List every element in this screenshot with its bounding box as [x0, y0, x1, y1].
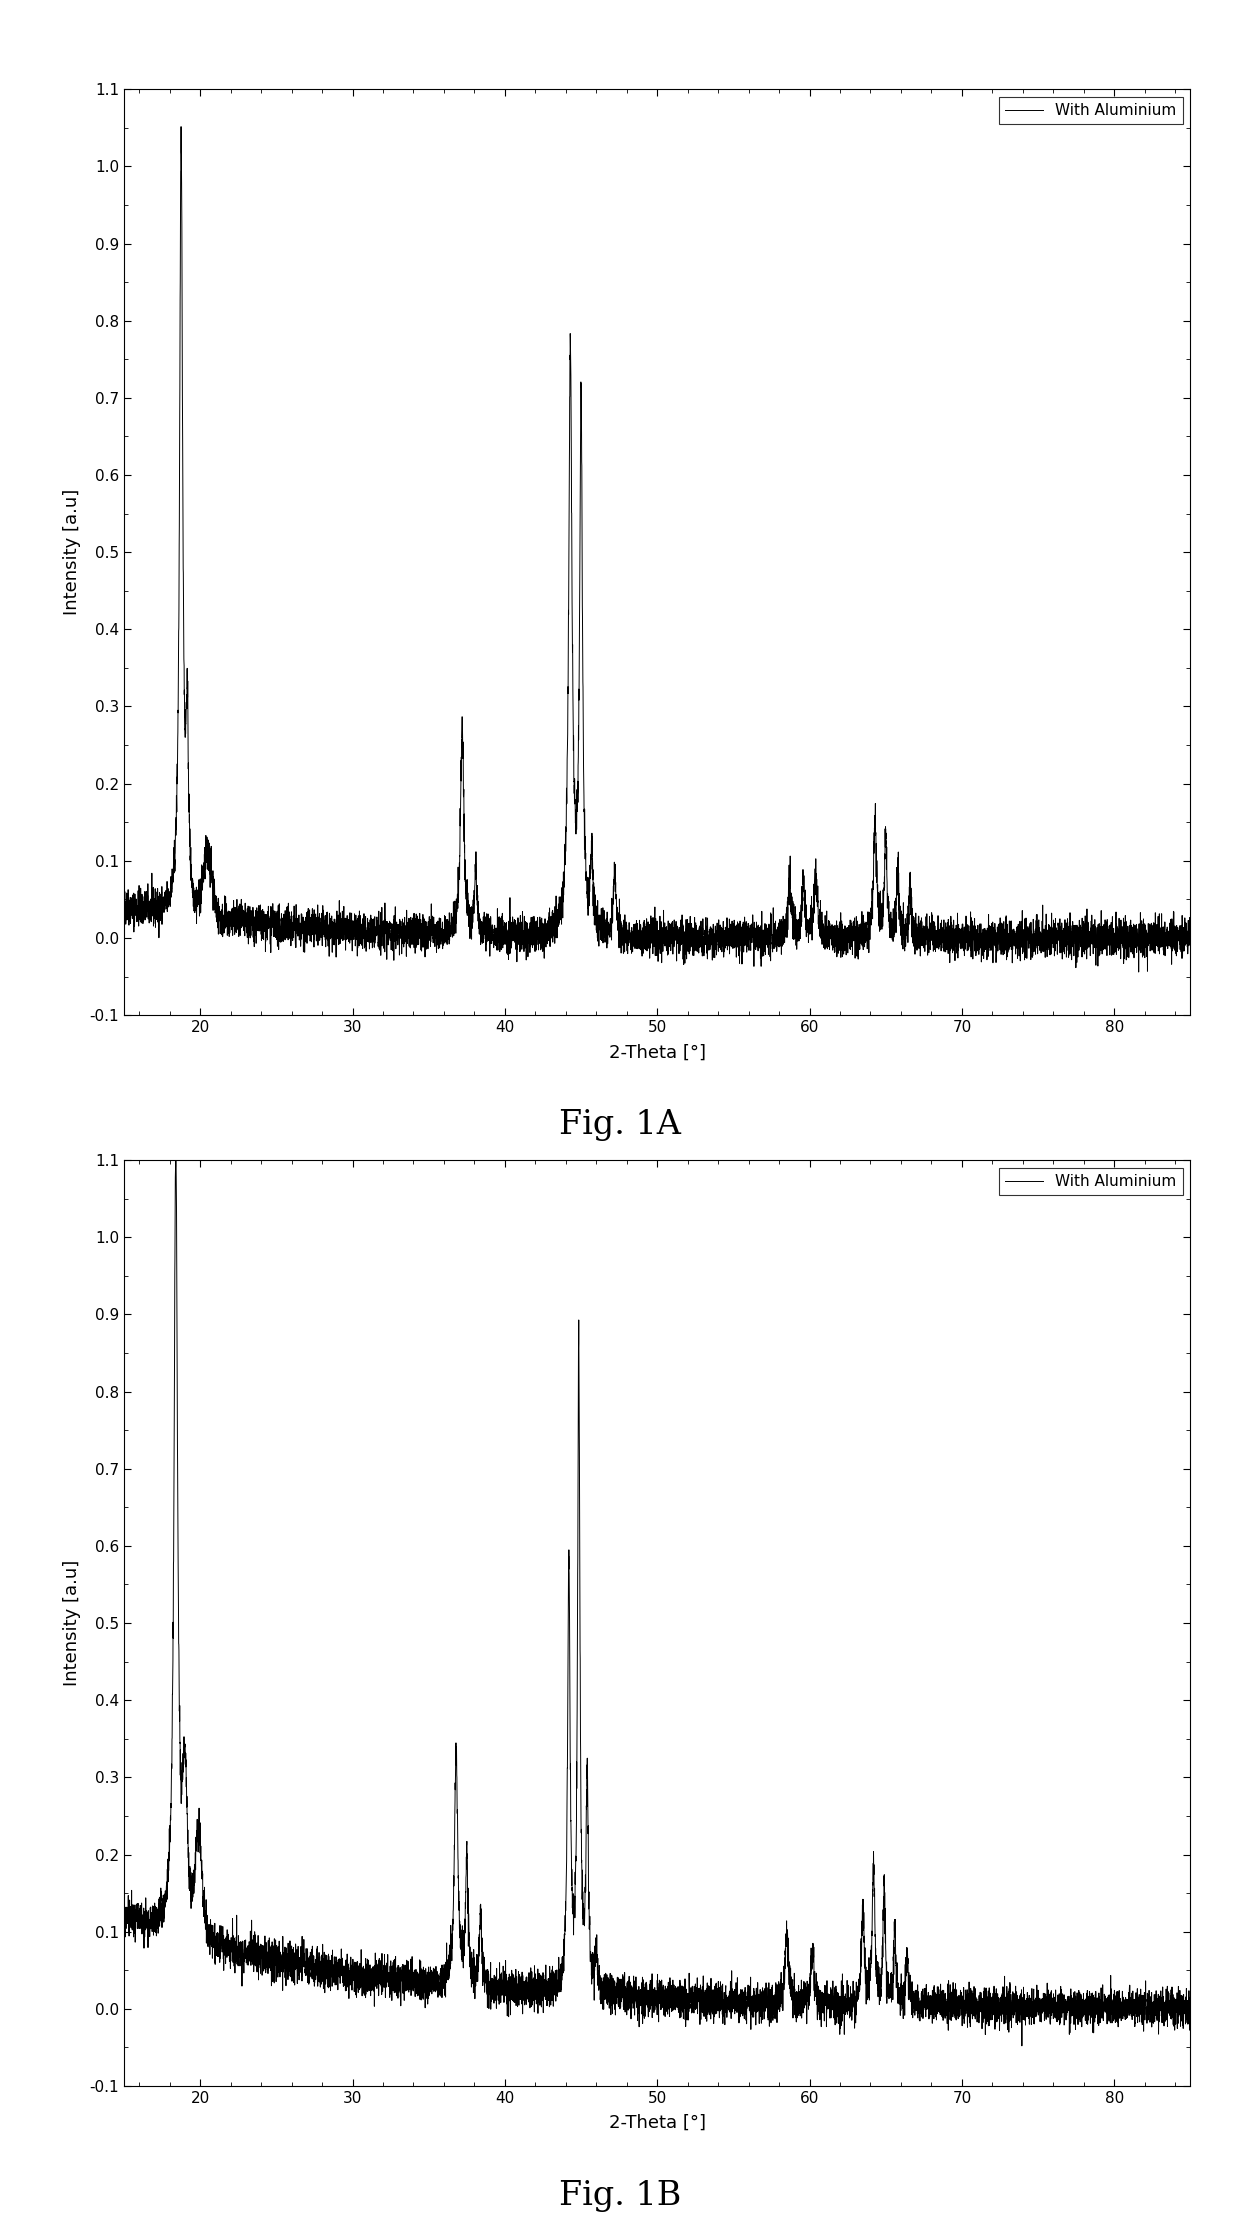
With Aluminium: [1014, 2032, 1029, 2059]
With Aluminium: [1183, 1999, 1198, 2026]
With Aluminium: [1183, 906, 1198, 933]
Text: Fig. 1B: Fig. 1B: [559, 2180, 681, 2211]
With Aluminium: [965, 1995, 980, 2021]
With Aluminium: [965, 944, 980, 970]
Line: With Aluminium: With Aluminium: [124, 127, 1190, 973]
X-axis label: 2-Theta [°]: 2-Theta [°]: [609, 1044, 706, 1062]
With Aluminium: [908, 1986, 923, 2012]
Text: Fig. 1A: Fig. 1A: [559, 1109, 681, 1140]
With Aluminium: [1131, 959, 1146, 986]
With Aluminium: [174, 114, 188, 141]
With Aluminium: [117, 888, 131, 915]
With Aluminium: [170, 736, 185, 763]
With Aluminium: [908, 926, 923, 953]
With Aluminium: [502, 1977, 517, 2003]
With Aluminium: [748, 1988, 763, 2015]
With Aluminium: [794, 2006, 808, 2032]
With Aluminium: [169, 1136, 184, 1162]
Y-axis label: Intensity [a.u]: Intensity [a.u]: [63, 489, 81, 616]
Legend: With Aluminium: With Aluminium: [999, 1167, 1183, 1196]
With Aluminium: [170, 1490, 185, 1517]
With Aluminium: [502, 906, 517, 933]
Y-axis label: Intensity [a.u]: Intensity [a.u]: [63, 1559, 81, 1687]
Legend: With Aluminium: With Aluminium: [999, 96, 1183, 125]
With Aluminium: [117, 1903, 131, 1930]
With Aluminium: [794, 908, 808, 935]
Line: With Aluminium: With Aluminium: [124, 1149, 1190, 2046]
X-axis label: 2-Theta [°]: 2-Theta [°]: [609, 2115, 706, 2133]
With Aluminium: [748, 921, 763, 948]
